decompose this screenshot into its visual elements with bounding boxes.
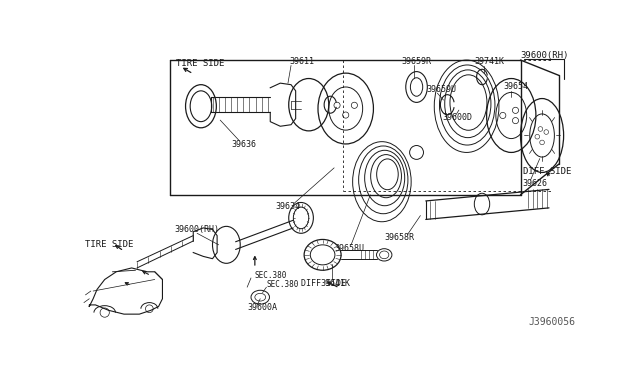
Text: 39659R: 39659R (401, 57, 431, 66)
Text: 39611: 39611 (289, 57, 314, 66)
Text: 39600A: 39600A (247, 304, 277, 312)
Text: 39636: 39636 (232, 140, 257, 149)
Text: 39600(RH): 39600(RH) (174, 225, 219, 234)
Text: DIFF SIDE: DIFF SIDE (301, 279, 346, 288)
Text: 39659U: 39659U (427, 85, 456, 94)
Text: SEC.380: SEC.380 (266, 280, 299, 289)
Text: 39741K: 39741K (474, 57, 504, 66)
Text: J3960056: J3960056 (528, 317, 575, 327)
Text: 39641K: 39641K (320, 279, 350, 288)
Text: 39654: 39654 (504, 83, 529, 92)
Text: 39658R: 39658R (384, 232, 414, 242)
Text: 39634: 39634 (276, 202, 301, 211)
Text: 39626: 39626 (522, 179, 547, 188)
Text: 39600D: 39600D (442, 113, 472, 122)
Text: 39600(RH): 39600(RH) (520, 51, 569, 60)
Text: TIRE SIDE: TIRE SIDE (86, 240, 134, 249)
Text: 39658U: 39658U (334, 244, 364, 253)
Text: TIRE SIDE: TIRE SIDE (175, 59, 224, 68)
Text: SEC.380: SEC.380 (255, 271, 287, 280)
Text: DIFF SIDE: DIFF SIDE (523, 167, 571, 176)
